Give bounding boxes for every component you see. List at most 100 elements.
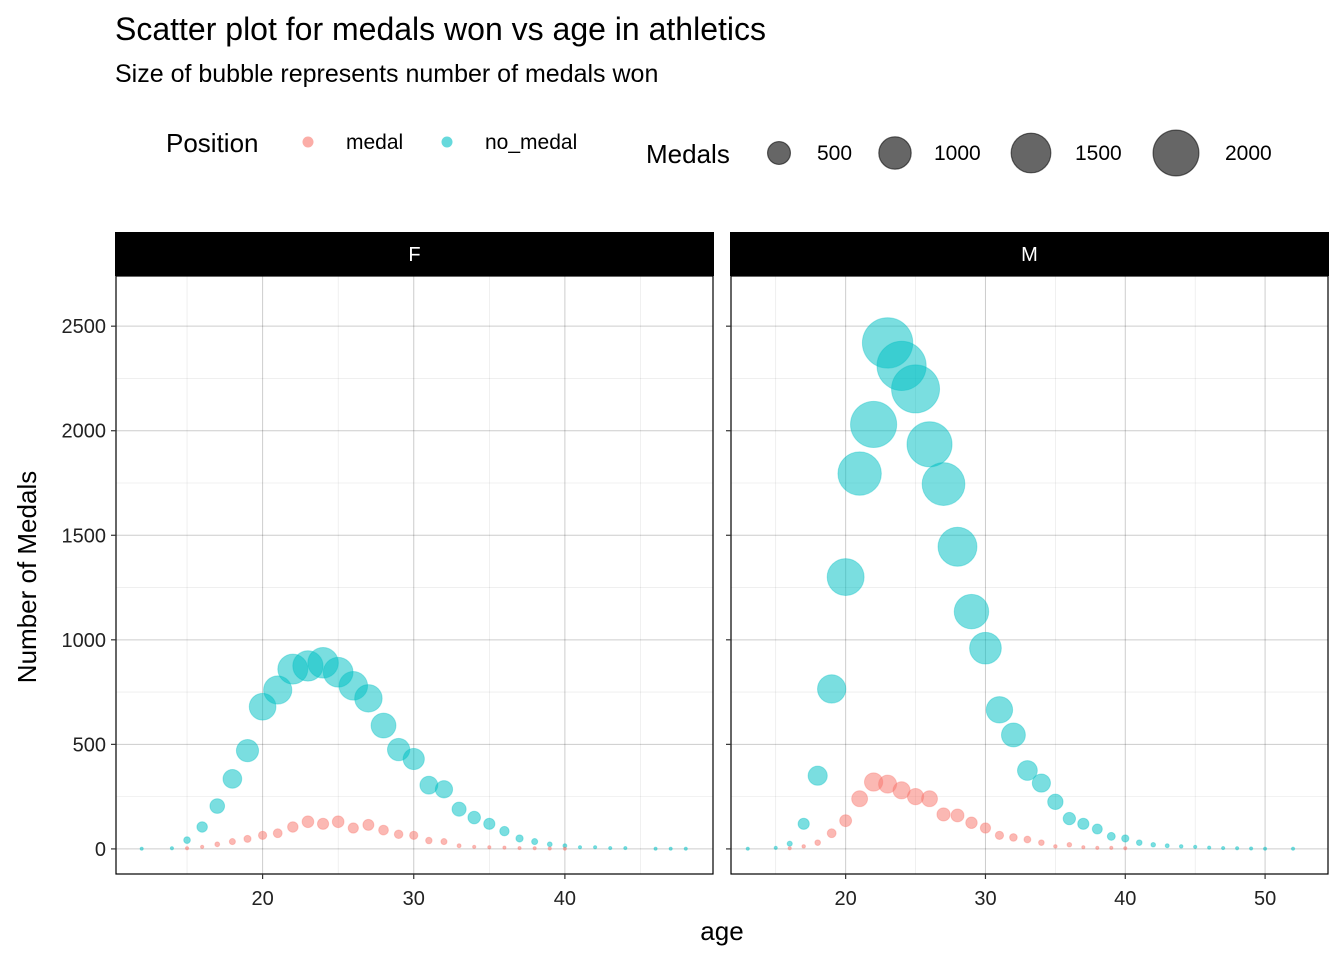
x-tick-label: 20 <box>251 888 273 910</box>
data-point <box>517 845 522 851</box>
x-axis-label: age <box>700 916 743 946</box>
data-point <box>1009 833 1018 842</box>
size-label-500: 500 <box>817 142 852 165</box>
data-point <box>243 834 252 843</box>
chart-subtitle: Size of bubble represents number of meda… <box>115 60 658 88</box>
y-tick-label: 2500 <box>62 316 107 338</box>
data-point <box>235 739 260 763</box>
data-point <box>532 846 537 851</box>
data-point <box>936 807 951 822</box>
data-point <box>1262 846 1268 851</box>
data-point <box>953 593 990 630</box>
data-point <box>683 846 688 851</box>
data-point <box>839 814 853 828</box>
y-tick-label: 2000 <box>62 421 107 443</box>
data-point <box>1031 773 1051 793</box>
series-medal-M <box>787 772 1128 851</box>
data-point <box>354 684 383 713</box>
data-point <box>169 846 175 851</box>
data-point <box>797 817 810 830</box>
data-point <box>892 781 911 800</box>
data-point <box>196 821 208 833</box>
facet-strip-F <box>115 232 714 276</box>
data-point <box>786 840 793 847</box>
color-legend-title: Position <box>166 128 259 158</box>
panel-background <box>116 276 713 874</box>
data-point <box>483 817 496 830</box>
data-point <box>1290 846 1296 851</box>
data-point <box>331 815 345 829</box>
data-point <box>1121 834 1130 843</box>
data-point <box>546 841 553 848</box>
x-tick-label: 50 <box>1254 888 1276 910</box>
data-point <box>214 841 221 848</box>
data-point <box>301 815 315 829</box>
data-point <box>183 836 191 844</box>
data-point <box>200 844 205 849</box>
data-point <box>814 839 821 846</box>
legend: Position medal no_medal Medals 500 1000 1500 20… <box>166 128 1272 177</box>
data-point <box>1249 846 1254 851</box>
data-point <box>1081 845 1086 850</box>
data-point <box>1047 793 1064 811</box>
x-tick-label: 20 <box>835 888 857 910</box>
data-point <box>906 788 925 806</box>
data-point <box>1150 841 1157 848</box>
size-key-1000 <box>878 136 912 170</box>
data-point <box>228 838 236 846</box>
data-point <box>487 845 492 850</box>
data-point <box>985 696 1014 724</box>
data-point <box>921 790 938 808</box>
data-point <box>434 780 454 799</box>
data-point <box>1066 841 1073 848</box>
data-point <box>467 810 481 825</box>
series-no-medal-M <box>745 317 1296 851</box>
facet-panel-M: M 20 30 40 50 <box>726 232 1329 910</box>
data-point <box>287 821 299 833</box>
data-point <box>425 836 433 845</box>
data-point <box>994 830 1005 840</box>
size-key-2000 <box>1152 129 1200 177</box>
y-tick-label: 0 <box>95 839 106 861</box>
x-tick-label: 30 <box>974 888 996 910</box>
data-point <box>1038 839 1045 846</box>
data-point <box>826 828 837 839</box>
data-point <box>1016 760 1038 781</box>
data-point <box>577 845 583 850</box>
data-point <box>515 834 524 843</box>
data-point <box>773 845 778 850</box>
facet-panel-F: F 20 30 40 0 500 1000 1500 2000 2500 <box>62 232 714 910</box>
data-point <box>184 846 190 851</box>
facet-strip-label: M <box>1021 244 1038 266</box>
data-point <box>850 400 898 449</box>
data-point <box>1164 843 1170 849</box>
data-point <box>1123 846 1128 851</box>
data-point <box>593 845 598 850</box>
facet-panels: F 20 30 40 0 500 1000 1500 2000 2500 M 20 30 40 50 <box>62 232 1329 910</box>
legend-key-no-medal <box>441 136 453 148</box>
data-point <box>502 845 507 850</box>
data-point <box>499 825 510 837</box>
size-key-500 <box>766 140 792 166</box>
size-key-1500 <box>1010 132 1052 174</box>
size-label-2000: 2000 <box>1225 142 1272 165</box>
data-point <box>906 421 953 468</box>
data-point <box>547 846 552 851</box>
series-no-medal-F <box>139 647 688 851</box>
data-point <box>347 822 359 834</box>
data-point <box>979 822 992 834</box>
data-point <box>1091 823 1103 835</box>
facet-strip-M <box>730 232 1329 276</box>
y-tick-label: 1500 <box>62 525 107 547</box>
facet-strip-label: F <box>408 244 420 266</box>
data-point <box>393 829 404 840</box>
data-point <box>837 451 882 496</box>
y-tick-label: 1000 <box>62 630 107 652</box>
data-point <box>937 526 978 567</box>
size-label-1000: 1000 <box>934 142 981 165</box>
data-point <box>1053 844 1058 849</box>
data-point <box>1000 722 1026 748</box>
data-point <box>745 846 750 851</box>
data-point <box>950 808 965 823</box>
